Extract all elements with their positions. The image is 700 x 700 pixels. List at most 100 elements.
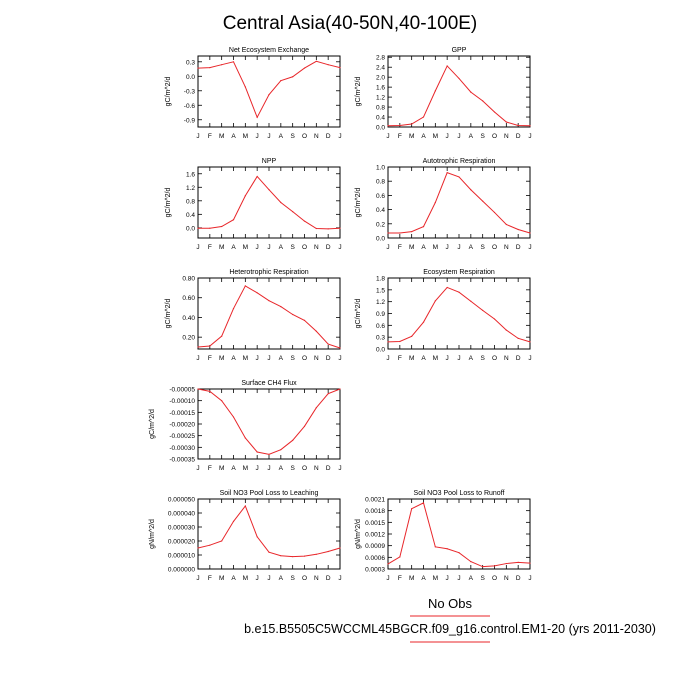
y-tick-label: 0.80 <box>182 276 195 283</box>
data-point <box>303 220 306 222</box>
data-point <box>256 292 258 294</box>
x-tick-label: M <box>219 244 224 251</box>
data-point <box>232 307 235 310</box>
data-point <box>268 551 270 553</box>
x-tick-label: A <box>279 465 284 472</box>
data-point <box>256 536 258 538</box>
x-tick-label: N <box>314 355 319 362</box>
data-point <box>399 232 401 234</box>
y-tick-label: 0.0 <box>376 236 385 243</box>
series-line <box>197 388 341 455</box>
series-line <box>197 285 341 349</box>
data-point <box>458 291 460 293</box>
y-tick-label: 1.6 <box>186 171 195 178</box>
x-tick-label: J <box>338 575 341 582</box>
x-tick-label: J <box>196 244 199 251</box>
x-tick-label: D <box>516 355 521 362</box>
x-tick-label: O <box>302 465 307 472</box>
data-point <box>339 347 341 349</box>
x-tick-label: J <box>457 133 460 140</box>
data-point <box>493 318 496 320</box>
x-tick-label: N <box>504 244 509 251</box>
x-tick-label: S <box>480 244 485 251</box>
x-tick-label: J <box>196 355 199 362</box>
y-tick-label: 0.8 <box>376 179 385 186</box>
data-point <box>268 94 270 96</box>
data-point <box>327 64 329 66</box>
x-tick-label: S <box>480 133 485 140</box>
data-point <box>292 313 294 316</box>
data-point <box>315 227 317 230</box>
x-tick-label: J <box>457 244 460 251</box>
x-tick-label: D <box>516 133 521 140</box>
x-tick-label: J <box>256 355 259 362</box>
data-point <box>399 556 401 558</box>
x-tick-label: N <box>314 244 319 251</box>
x-tick-label: F <box>398 133 402 140</box>
data-point <box>232 416 235 418</box>
data-point <box>387 341 389 343</box>
panel-8: Soil NO3 Pool Loss to RunoffgN/m^2/d0.00… <box>355 490 532 582</box>
x-tick-label: F <box>398 244 402 251</box>
data-point <box>209 390 211 392</box>
data-point <box>529 562 531 564</box>
x-tick-label: F <box>208 465 212 472</box>
y-tick-label: -0.00025 <box>169 433 195 440</box>
plot-frame <box>387 277 531 350</box>
x-tick-label: M <box>243 465 248 472</box>
y-tick-label: 0.8 <box>376 105 385 112</box>
y-tick-label: 1.2 <box>376 299 385 306</box>
x-tick-label: J <box>338 465 341 472</box>
y-tick-label: 1.5 <box>376 287 385 294</box>
x-tick-label: M <box>409 575 414 582</box>
data-point <box>434 546 436 548</box>
data-point <box>280 80 282 82</box>
y-tick-label: 0.0021 <box>365 497 385 504</box>
x-tick-label: J <box>338 355 341 362</box>
data-point <box>327 550 329 553</box>
x-tick-label: A <box>469 355 474 362</box>
y-tick-label: 2.0 <box>376 75 385 82</box>
panel-title: Net Ecosystem Exchange <box>229 47 309 54</box>
data-point <box>434 300 436 302</box>
data-point <box>327 228 329 230</box>
x-tick-label: A <box>421 244 426 251</box>
x-tick-label: O <box>492 355 497 362</box>
x-tick-label: J <box>256 244 259 251</box>
data-point <box>446 286 448 289</box>
x-tick-label: A <box>231 133 236 140</box>
y-tick-label: 0.000000 <box>168 567 195 574</box>
x-tick-label: A <box>469 133 474 140</box>
x-tick-label: J <box>528 244 531 251</box>
data-point <box>221 225 223 228</box>
data-point <box>505 223 507 226</box>
x-tick-label: J <box>386 575 389 582</box>
x-tick-label: S <box>290 465 295 472</box>
x-tick-label: N <box>314 133 319 140</box>
x-tick-label: J <box>386 133 389 140</box>
x-tick-label: D <box>326 133 331 140</box>
x-tick-label: A <box>231 244 236 251</box>
x-tick-label: S <box>480 575 485 582</box>
data-point <box>315 407 317 409</box>
data-point <box>411 335 413 337</box>
data-point <box>221 64 223 66</box>
data-point <box>197 67 199 69</box>
plot-frame <box>197 388 341 460</box>
x-tick-label: J <box>256 575 259 582</box>
data-point <box>482 200 484 202</box>
y-tick-label: 0.9 <box>376 311 385 318</box>
x-tick-label: F <box>208 355 212 362</box>
x-tick-label: J <box>267 133 270 140</box>
panel-title: GPP <box>452 47 467 54</box>
data-point <box>315 330 317 332</box>
y-tick-label: 0.0006 <box>365 555 385 562</box>
data-point <box>434 201 436 204</box>
x-tick-label: J <box>457 575 460 582</box>
panel-title: Surface CH4 Flux <box>241 380 297 387</box>
x-tick-label: J <box>528 133 531 140</box>
panels: Net Ecosystem Exchange gC/m^2/d 0.3 0.0 -0.3… <box>149 47 532 582</box>
x-tick-label: A <box>231 465 236 472</box>
data-point <box>493 211 496 214</box>
x-tick-label: M <box>243 244 248 251</box>
